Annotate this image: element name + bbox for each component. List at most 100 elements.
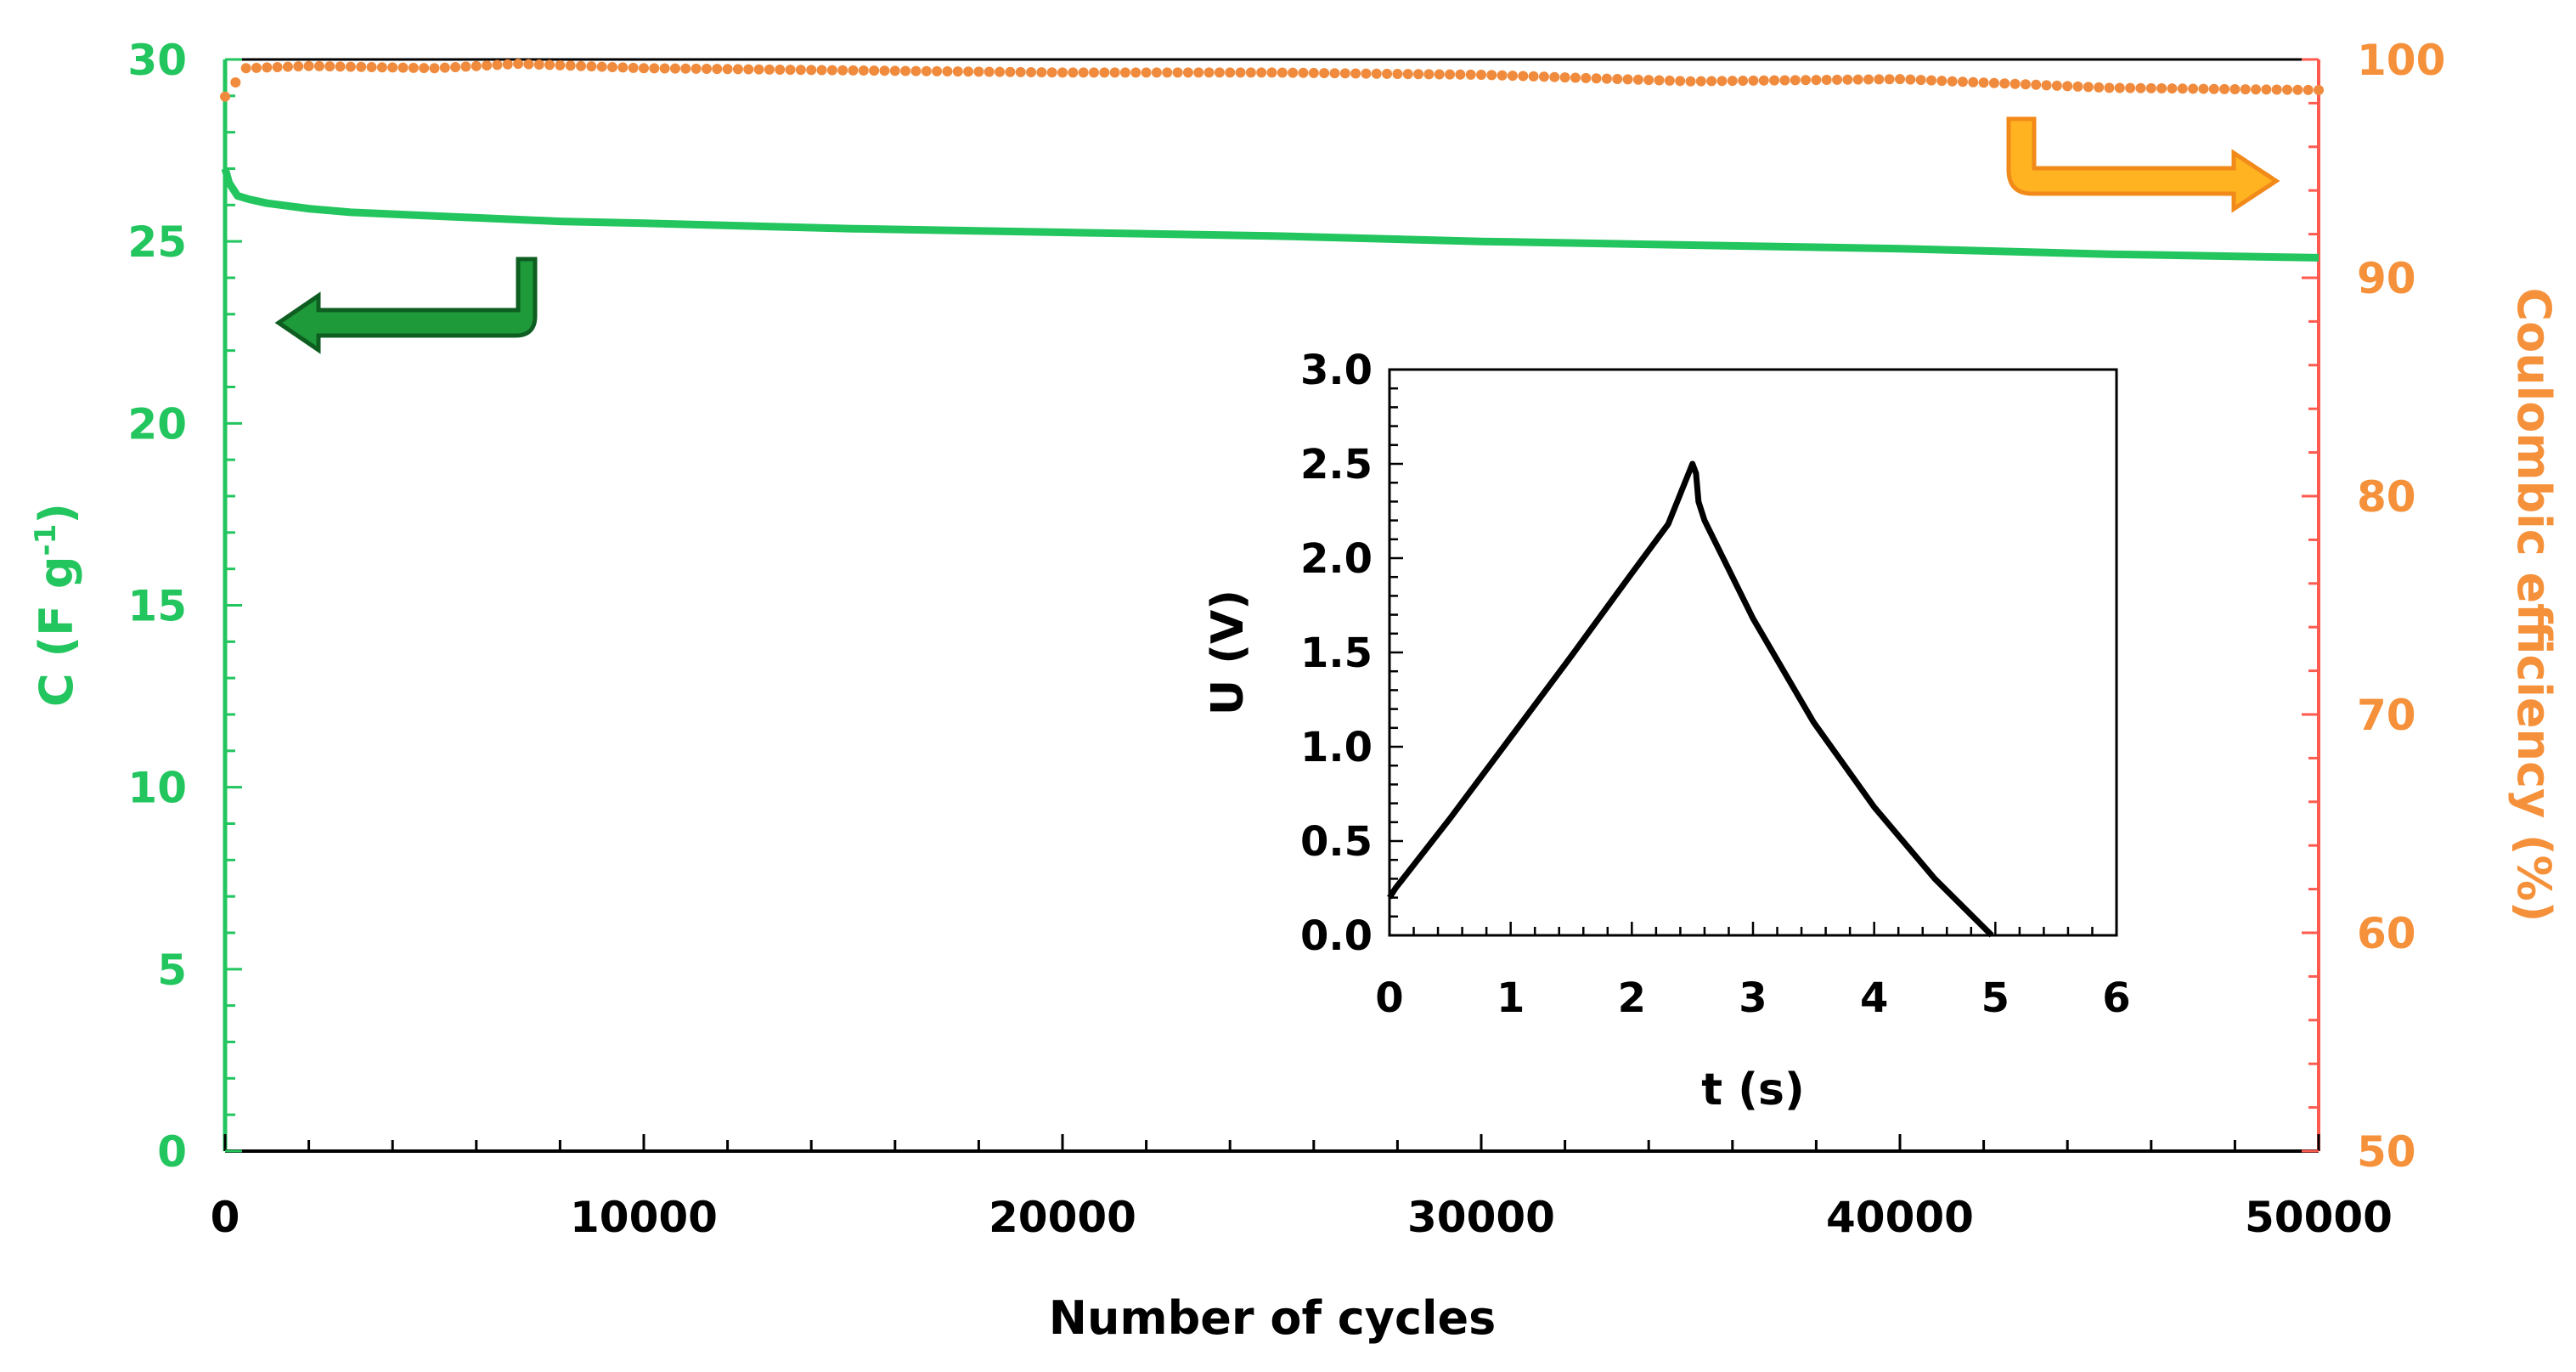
efficiency-marker bbox=[2251, 84, 2262, 95]
efficiency-marker bbox=[701, 64, 712, 75]
efficiency-marker bbox=[691, 63, 702, 74]
efficiency-marker bbox=[910, 65, 922, 76]
efficiency-marker bbox=[1758, 75, 1769, 86]
efficiency-marker bbox=[586, 61, 597, 72]
efficiency-marker bbox=[837, 65, 848, 76]
main-chart: 0 10000 20000 30000 40000 5000005101520253050… bbox=[29, 36, 2561, 1345]
efficiency-marker bbox=[335, 61, 346, 72]
y2-tick-label: 80 bbox=[2357, 472, 2416, 522]
efficiency-marker bbox=[932, 65, 943, 76]
efficiency-marker bbox=[1852, 74, 1863, 85]
y2-tick-label: 100 bbox=[2357, 36, 2445, 85]
efficiency-marker bbox=[879, 65, 890, 76]
y2-tick-label: 90 bbox=[2357, 254, 2416, 303]
efficiency-marker bbox=[732, 64, 743, 75]
y-tick-label: 25 bbox=[127, 217, 187, 267]
efficiency-marker bbox=[607, 61, 618, 72]
efficiency-marker bbox=[848, 65, 859, 76]
efficiency-marker bbox=[889, 65, 900, 76]
efficiency-marker bbox=[1695, 76, 1706, 87]
efficiency-marker bbox=[1779, 75, 1790, 86]
efficiency-marker bbox=[282, 61, 293, 72]
efficiency-marker bbox=[2208, 83, 2219, 94]
efficiency-marker bbox=[806, 65, 817, 76]
efficiency-marker bbox=[921, 65, 932, 76]
efficiency-marker bbox=[2314, 84, 2324, 95]
efficiency-marker bbox=[1245, 67, 1256, 78]
efficiency-marker bbox=[1476, 69, 1486, 80]
efficiency-marker bbox=[722, 64, 733, 75]
efficiency-marker bbox=[2156, 83, 2167, 94]
efficiency-marker bbox=[1298, 67, 1309, 78]
efficiency-marker bbox=[1685, 76, 1696, 87]
efficiency-marker bbox=[753, 64, 764, 75]
inset-chart: 0 1 2 3 4 5 6 0.0 0.5 1.0 1.5 2.0 2.5 3.0 t (s) U (V) bbox=[1203, 347, 2131, 1115]
efficiency-marker bbox=[303, 60, 314, 71]
efficiency-marker bbox=[984, 66, 995, 77]
inset-y-axis-label: U (V) bbox=[1203, 590, 1254, 715]
y-tick-label: 20 bbox=[127, 399, 187, 449]
efficiency-marker bbox=[1968, 76, 1979, 88]
y-tick-label: 30 bbox=[127, 36, 187, 85]
efficiency-marker bbox=[1455, 69, 1466, 80]
efficiency-marker bbox=[1957, 76, 1968, 88]
main-tick-labels: 0 10000 20000 30000 40000 5000005101520253050… bbox=[127, 36, 2445, 1242]
efficiency-marker bbox=[1925, 75, 1936, 86]
efficiency-marker bbox=[1507, 71, 1518, 82]
inset-plot-frame bbox=[1388, 368, 2118, 937]
efficiency-marker bbox=[826, 65, 837, 76]
efficiency-marker bbox=[1151, 67, 1162, 78]
efficiency-marker bbox=[565, 60, 576, 71]
efficiency-marker bbox=[544, 59, 555, 71]
efficiency-marker bbox=[576, 60, 587, 71]
efficiency-marker bbox=[1339, 68, 1350, 79]
efficiency-marker bbox=[366, 61, 377, 72]
efficiency-marker bbox=[2303, 84, 2314, 95]
inset-x-tick-label: 0 bbox=[1375, 974, 1403, 1022]
efficiency-marker bbox=[1193, 67, 1204, 78]
efficiency-marker bbox=[533, 59, 544, 70]
efficiency-marker bbox=[2198, 83, 2209, 94]
efficiency-marker bbox=[1549, 71, 1560, 82]
efficiency-marker bbox=[492, 59, 503, 71]
efficiency-marker bbox=[2041, 80, 2052, 91]
efficiency-marker bbox=[251, 62, 262, 73]
x-tick-label: 50000 bbox=[2245, 1193, 2393, 1242]
efficiency-marker bbox=[869, 65, 880, 76]
x-tick-label: 10000 bbox=[570, 1193, 718, 1242]
efficiency-marker bbox=[1601, 73, 1612, 84]
efficiency-marker bbox=[1581, 72, 1592, 83]
efficiency-marker bbox=[1559, 72, 1570, 83]
efficiency-marker bbox=[596, 61, 607, 72]
efficiency-marker bbox=[1434, 69, 1445, 80]
efficiency-marker bbox=[1015, 66, 1026, 77]
efficiency-marker bbox=[900, 65, 911, 76]
efficiency-marker bbox=[1361, 68, 1372, 79]
efficiency-marker bbox=[324, 61, 335, 72]
efficiency-marker bbox=[1130, 67, 1141, 78]
efficiency-marker bbox=[460, 61, 471, 72]
efficiency-marker bbox=[2072, 81, 2083, 92]
efficiency-marker bbox=[1895, 74, 1905, 85]
efficiency-marker bbox=[1915, 75, 1926, 86]
inset-y-tick-label: 1.5 bbox=[1300, 630, 1373, 677]
efficiency-marker bbox=[523, 59, 534, 70]
efficiency-marker bbox=[1068, 67, 1079, 78]
efficiency-marker bbox=[1203, 67, 1215, 78]
efficiency-marker bbox=[429, 63, 440, 74]
y-axis-label: C (F g-1) bbox=[29, 503, 83, 707]
efficiency-marker bbox=[1738, 76, 1749, 87]
y-axis-label-superscript: -1 bbox=[29, 524, 63, 556]
efficiency-marker bbox=[795, 65, 806, 76]
efficiency-marker bbox=[1277, 67, 1288, 78]
efficiency-axis-arrow bbox=[2006, 116, 2280, 213]
efficiency-marker bbox=[1036, 67, 1047, 78]
efficiency-marker bbox=[397, 62, 409, 73]
efficiency-marker bbox=[1382, 68, 1393, 79]
efficiency-marker bbox=[2167, 83, 2178, 94]
efficiency-marker bbox=[345, 61, 356, 72]
efficiency-marker bbox=[2177, 83, 2188, 94]
efficiency-marker bbox=[376, 62, 387, 73]
efficiency-marker bbox=[1978, 77, 1989, 88]
